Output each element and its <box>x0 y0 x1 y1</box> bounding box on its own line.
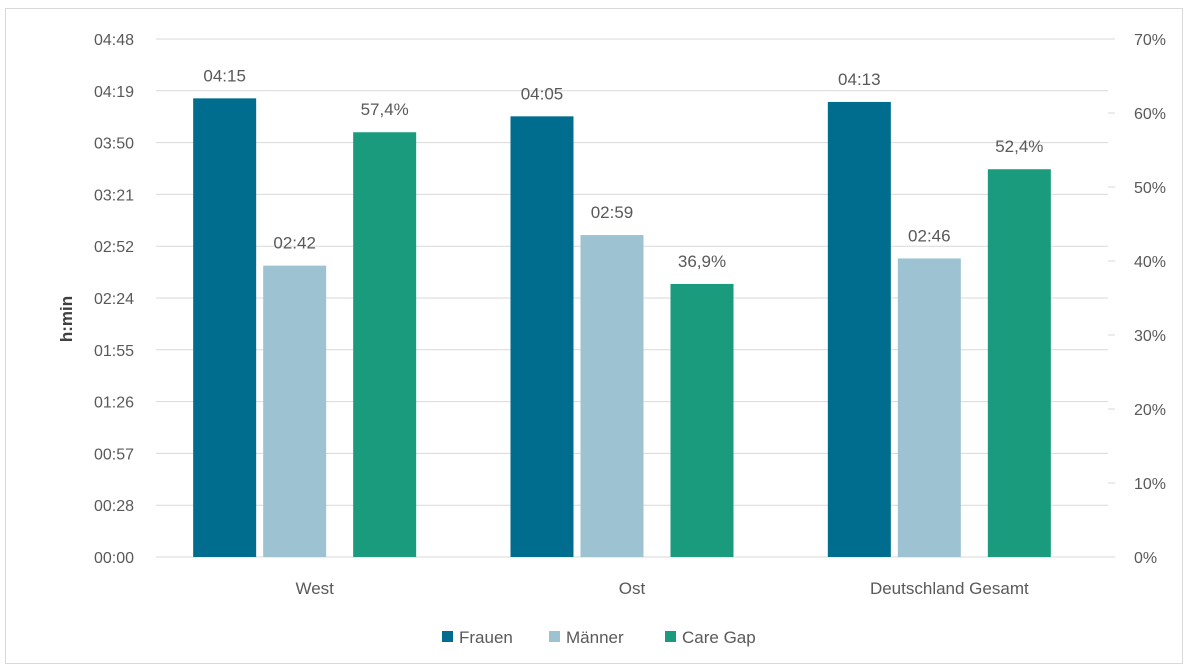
category-label: Deutschland Gesamt <box>870 579 1029 598</box>
legend-label: Männer <box>566 628 624 647</box>
bar-care-gap <box>353 132 417 557</box>
legend: Frauen Männer Care Gap <box>442 628 756 647</box>
bar-care-gap <box>670 283 734 557</box>
right-tick-label: 50% <box>1134 180 1166 197</box>
legend-swatch <box>665 631 676 642</box>
legend-swatch <box>442 631 453 642</box>
left-tick-label: 03:21 <box>94 187 134 204</box>
data-label: 52,4% <box>995 137 1043 156</box>
left-tick-label: 00:00 <box>94 550 134 567</box>
category-labels: West Ost Deutschland Gesamt <box>295 579 1029 598</box>
category-label: Ost <box>619 579 646 598</box>
right-tick-label: 60% <box>1134 106 1166 123</box>
data-label: 04:13 <box>838 70 881 89</box>
data-label: 02:59 <box>591 203 634 222</box>
category-label: West <box>295 579 334 598</box>
data-label: 02:46 <box>908 226 951 245</box>
data-label: 04:15 <box>203 66 246 85</box>
right-tick-label: 0% <box>1134 550 1157 567</box>
data-label: 04:05 <box>521 84 564 103</box>
bar-chart: 00:00 00:28 00:57 01:26 01:55 02:24 02:52 03:21… <box>57 32 1166 647</box>
y-axis-title: h:min <box>57 296 76 342</box>
left-tick-label: 04:48 <box>94 32 134 49</box>
right-tick-label: 40% <box>1134 254 1166 271</box>
data-labels: 04:15 02:42 57,4% 04:05 02:59 36,9% 04:13 02:46… <box>203 66 1043 271</box>
right-tick-label: 70% <box>1134 32 1166 49</box>
left-axis-ticks: 00:00 00:28 00:57 01:26 01:55 02:24 02:52 03:21… <box>94 32 134 567</box>
legend-swatch <box>549 631 560 642</box>
bars <box>193 98 1051 558</box>
right-axis-ticks: 0% 10% 20% 30% 40% 50% 60% 70% <box>1108 32 1166 567</box>
legend-label: Frauen <box>459 628 513 647</box>
bar-frauen <box>193 98 257 558</box>
data-label: 02:42 <box>273 234 316 253</box>
left-tick-label: 02:52 <box>94 239 134 256</box>
left-tick-label: 04:19 <box>94 84 134 101</box>
bar-m-nner <box>897 258 961 557</box>
bar-m-nner <box>263 265 327 557</box>
left-tick-label: 01:26 <box>94 395 134 412</box>
bar-frauen <box>510 116 574 558</box>
data-label: 36,9% <box>678 252 726 271</box>
bar-m-nner <box>580 235 644 557</box>
bar-frauen <box>827 101 891 557</box>
data-label: 57,4% <box>361 100 409 119</box>
left-tick-label: 03:50 <box>94 136 134 153</box>
legend-label: Care Gap <box>682 628 756 647</box>
right-tick-label: 20% <box>1134 402 1166 419</box>
left-tick-label: 02:24 <box>94 291 134 308</box>
right-tick-label: 10% <box>1134 476 1166 493</box>
chart-frame: 00:00 00:28 00:57 01:26 01:55 02:24 02:52 03:21… <box>5 8 1183 664</box>
bar-care-gap <box>987 169 1051 558</box>
left-tick-label: 00:28 <box>94 498 134 515</box>
right-tick-label: 30% <box>1134 328 1166 345</box>
left-tick-label: 00:57 <box>94 446 134 463</box>
left-tick-label: 01:55 <box>94 343 134 360</box>
